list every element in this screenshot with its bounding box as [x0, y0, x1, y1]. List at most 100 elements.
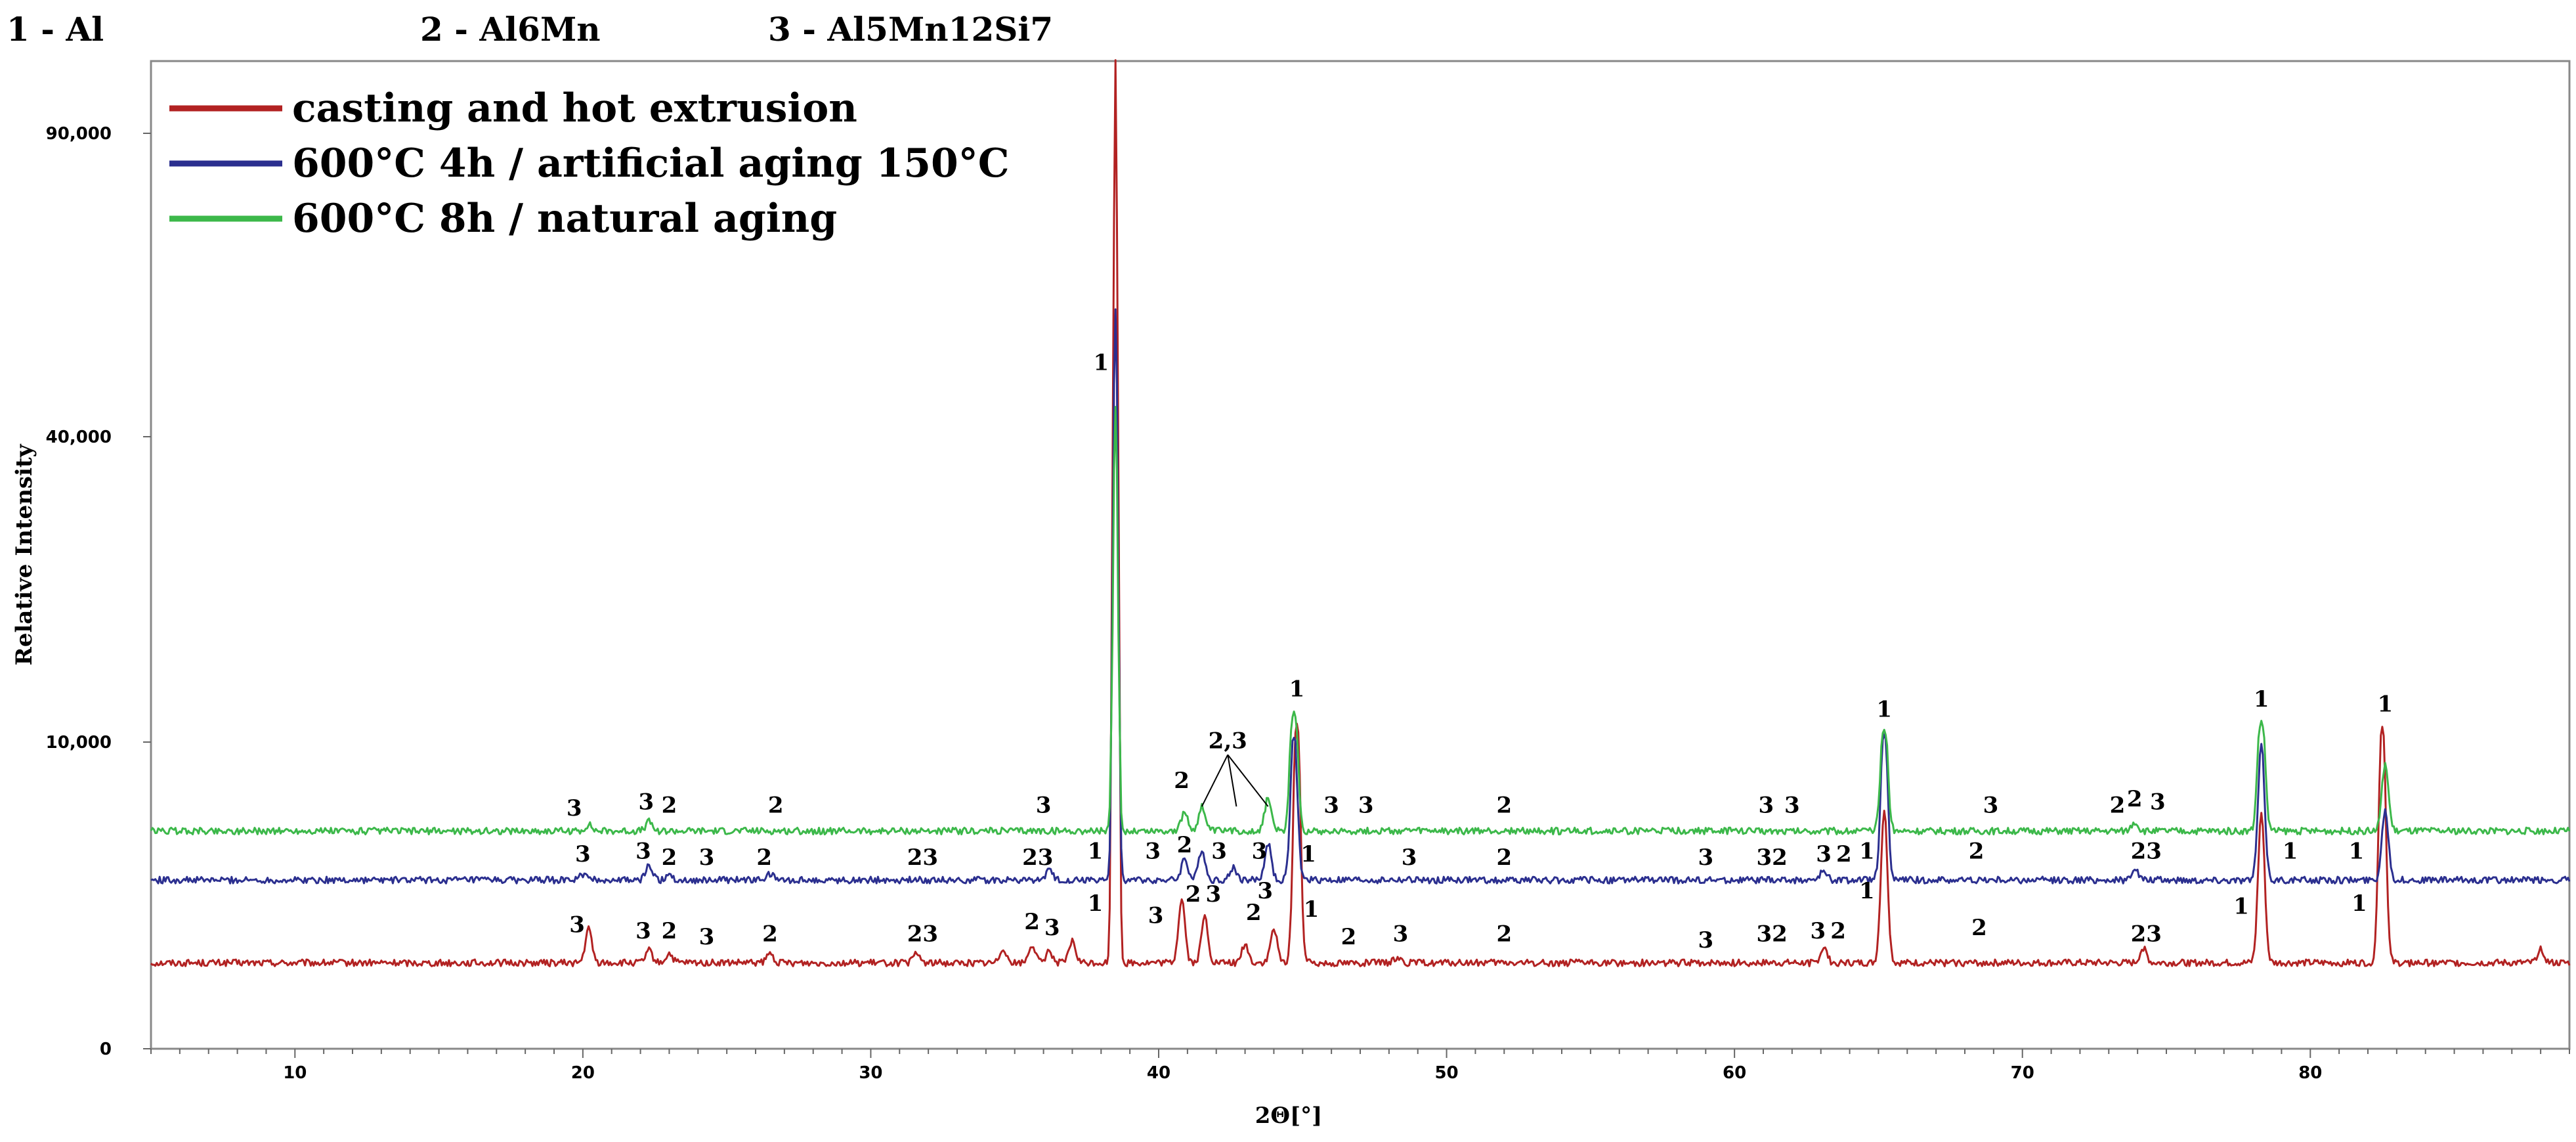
peak-label: 2	[1177, 832, 1193, 858]
y-axis-label: Relative Intensity	[11, 443, 37, 665]
peak-label: 2	[1174, 768, 1190, 794]
peak-label: 3	[1816, 841, 1832, 867]
peak-label: 2	[662, 918, 677, 944]
peak-label: 1	[2351, 890, 2367, 917]
phase-key-1: 1 - Al	[7, 10, 104, 49]
peak-label: 2	[2110, 792, 2126, 818]
peak-label: 3	[1358, 792, 1374, 818]
peak-label: 23	[907, 845, 938, 871]
peak-label: 2	[1496, 792, 1512, 818]
peak-label: 1	[1304, 896, 1320, 923]
annotation-pointer	[1227, 755, 1237, 807]
peak-label: 3	[639, 789, 655, 816]
peak-label: 23	[2131, 838, 2162, 864]
peak-label: 32	[1756, 921, 1787, 948]
peak-label: 3	[1211, 838, 1227, 864]
legend-label-600c-8h: 600°C 8h / natural aging	[292, 196, 837, 242]
y-tick-label: 10,000	[46, 733, 112, 753]
peak-label: 1	[1289, 676, 1305, 702]
x-tick-label: 10	[283, 1063, 307, 1083]
peak-label: 3	[1698, 845, 1713, 871]
peak-label: 3	[1036, 792, 1052, 818]
peak-label: 3	[1983, 792, 1999, 818]
peak-label: 2	[1836, 841, 1852, 867]
peak-label: 2	[756, 845, 772, 871]
peak-label: 2	[1024, 909, 1040, 935]
peak-annotations: 111 1 12,33 3 2 2 323 3 2 3 3 3 2 2 33 3 2 3 2 23 23 1 3 2 3 3 1 3 2…	[567, 349, 2393, 954]
peak-label: 32	[1756, 845, 1787, 871]
peak-label: 23	[907, 921, 938, 948]
peak-label: 2	[1496, 921, 1512, 948]
peak-label: 3	[575, 841, 591, 867]
peak-label: 2	[1186, 881, 1201, 908]
peak-label: 1	[2377, 692, 2393, 718]
peak-label: 3	[1044, 915, 1060, 941]
peak-label: 2	[768, 792, 784, 818]
peak-label: 2	[1971, 915, 1987, 941]
x-tick-label: 70	[2011, 1063, 2034, 1083]
peak-label: 1	[1876, 696, 1892, 722]
series-line-2	[150, 308, 2571, 885]
legend: casting and hot extrusion 600°C 4h / art…	[169, 85, 1010, 242]
phase-key-3: 3 - Al5Mn12Si7	[768, 10, 1053, 49]
peak-label: 3	[1145, 838, 1161, 864]
peak-label: 2,3	[1209, 728, 1247, 754]
x-tick-label: 50	[1434, 1063, 1458, 1083]
peak-label: 2	[1496, 845, 1512, 871]
series-line-1	[150, 59, 2571, 967]
annotation-pointer	[1201, 754, 1229, 807]
legend-label-casting: casting and hot extrusion	[292, 85, 857, 131]
axis-ticks: 10 20 30 40 50 60 70 80 0 10,000 40,000 90,000	[46, 124, 2570, 1083]
peak-label: 3	[2150, 789, 2166, 816]
peak-label: 3	[635, 918, 651, 944]
peak-label: 3	[1810, 918, 1826, 944]
x-tick-label: 60	[1723, 1063, 1746, 1083]
peak-label: 2	[1341, 924, 1357, 950]
peak-label: 1	[1088, 890, 1104, 917]
peak-label: 2	[662, 792, 677, 818]
x-tick-label: 20	[571, 1063, 595, 1083]
peak-label: 23	[2131, 921, 2162, 948]
peak-label: 3	[1252, 838, 1268, 864]
phase-key-2: 2 - Al6Mn	[420, 10, 601, 49]
peak-label: 1	[1093, 349, 1109, 376]
peak-label: 3	[1323, 792, 1339, 818]
peak-label: 3	[699, 924, 715, 950]
peak-label: 1	[2233, 894, 2249, 920]
peak-label: 23	[1022, 845, 1053, 871]
annotation-pointer	[1227, 754, 1269, 807]
x-tick-label: 30	[859, 1063, 882, 1083]
peak-label: 3	[699, 845, 715, 871]
peak-label: 3	[1148, 903, 1164, 929]
annotation-pointers	[1201, 754, 1269, 807]
series-lines	[150, 59, 2571, 967]
peak-label: 1	[2349, 838, 2365, 864]
peak-label: 1	[2283, 838, 2298, 864]
x-axis-label: 2Θ[°]	[1255, 1103, 1322, 1129]
peak-label: 3	[635, 838, 651, 864]
peak-label: 1	[2254, 686, 2269, 713]
peak-label: 3	[569, 912, 585, 938]
x-tick-label: 40	[1147, 1063, 1170, 1083]
peak-label: 2	[662, 845, 677, 871]
peak-label: 3	[567, 795, 582, 822]
peak-label: 3	[1759, 792, 1774, 818]
peak-label: 1	[1859, 838, 1875, 864]
y-tick-label: 0	[100, 1040, 112, 1059]
legend-label-600c-4h: 600°C 4h / artificial aging 150°C	[292, 141, 1010, 187]
peak-label: 2	[1969, 838, 1985, 864]
peak-label: 3	[1784, 792, 1800, 818]
peak-label: 3	[1393, 921, 1409, 948]
phase-key: 1 - Al 2 - Al6Mn 3 - Al5Mn12Si7	[7, 10, 1053, 49]
series-line-3	[150, 406, 2571, 836]
peak-label: 1	[1859, 878, 1875, 904]
peak-label: 2	[1246, 900, 1262, 926]
peak-label: 2	[762, 921, 778, 948]
peak-label: 2	[2127, 786, 2143, 812]
peak-label: 2	[1830, 918, 1846, 944]
x-tick-label: 80	[2298, 1063, 2322, 1083]
peak-label: 3	[1698, 927, 1713, 954]
peak-label: 1	[1300, 841, 1316, 867]
peak-label: 3	[1257, 878, 1273, 904]
